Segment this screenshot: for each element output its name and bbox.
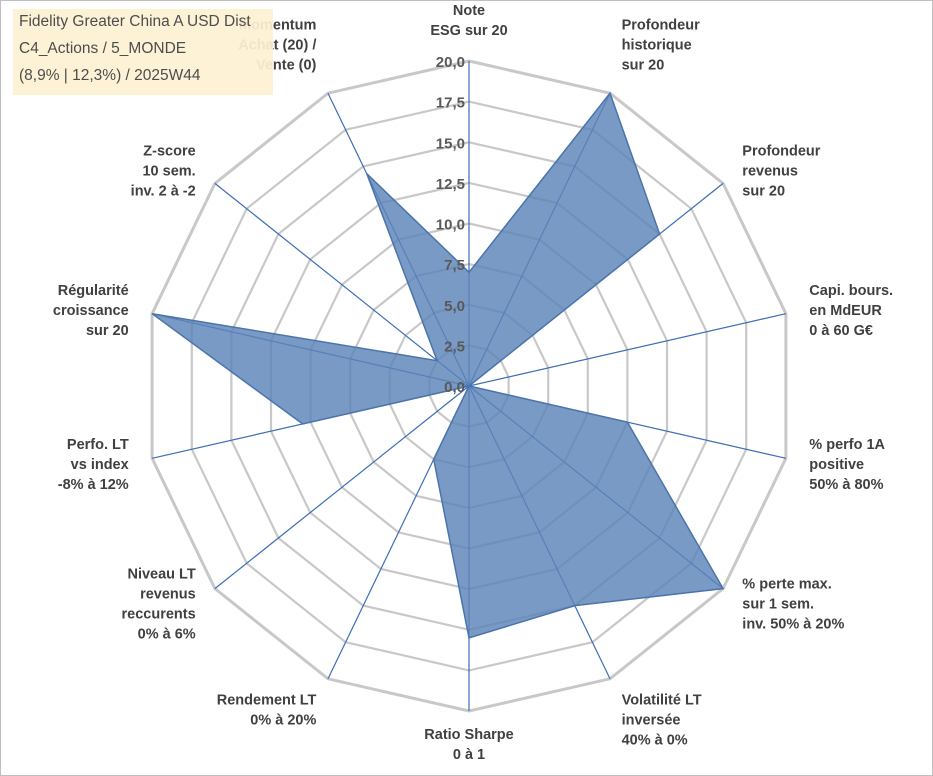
axis-label-line: sur 20 — [622, 57, 665, 73]
axis-label-5: % perte max. sur 1 sem. inv. 50% à 20% — [742, 576, 844, 632]
axis-label-line: Ratio Sharpe — [424, 727, 513, 743]
axis-label-line: 0% à 6% — [138, 626, 196, 642]
tick-label-4: 10,0 — [436, 217, 465, 234]
axis-label-line: 0 à 60 G€ — [809, 323, 873, 339]
axis-label-line: 0 à 1 — [453, 747, 485, 763]
axis-label-line: sur 20 — [742, 184, 785, 200]
axis-label-line: inversée — [622, 713, 681, 729]
axis-label-7: Ratio Sharpe 0 à 1 — [424, 727, 513, 763]
spoke-3 — [468, 313, 787, 387]
axis-label-line: inv. 2 à -2 — [131, 184, 196, 200]
axis-label-line: % perte max. — [742, 576, 831, 592]
axis-label-line: Perfo. LT — [67, 437, 129, 453]
axis-label-9: Niveau LT revenus reccurents 0% à 6% — [122, 566, 196, 642]
axis-label-6: Volatilité LT inversée 40% à 0% — [622, 693, 702, 749]
axis-label-line: historique — [622, 37, 692, 53]
tick-label-8: 20,0 — [436, 54, 465, 71]
axis-label-11: Régularité croissance sur 20 — [53, 283, 129, 339]
axis-label-12: Z-score 10 sem. inv. 2 à -2 — [131, 144, 196, 200]
axis-label-0: Note ESG sur 20 — [430, 3, 507, 39]
spoke-12 — [214, 182, 470, 387]
axis-label-line: revenus — [742, 164, 798, 180]
axis-label-line: croissance — [53, 303, 129, 319]
axis-label-line: Volatilité LT — [622, 693, 702, 709]
series-area-0 — [151, 91, 725, 639]
axis-label-line: 40% à 0% — [622, 733, 688, 749]
tick-label-1: 2,5 — [444, 338, 465, 355]
axis-label-line: sur 1 sem. — [742, 596, 814, 612]
axis-label-line: Profondeur — [742, 144, 820, 160]
legend-category: C4_Actions / 5_MONDE — [19, 40, 187, 57]
axis-label-3: Capi. bours. en MdEUR 0 à 60 G€ — [809, 283, 893, 339]
axis-label-line: reccurents — [122, 606, 196, 622]
axis-label-line: 50% à 80% — [809, 477, 883, 493]
axis-label-line: Z-score — [143, 144, 195, 160]
axis-label-line: inv. 50% à 20% — [742, 616, 844, 632]
tick-label-2: 5,0 — [444, 298, 465, 315]
tick-label-0: 0,0 — [444, 379, 465, 396]
legend-fund-name: Fidelity Greater China A USD Dist — [19, 13, 251, 30]
axis-label-line: en MdEUR — [809, 303, 882, 319]
axis-label-line: Rendement LT — [217, 693, 317, 709]
axis-label-line: Niveau LT — [127, 566, 195, 582]
spoke-9 — [214, 385, 470, 590]
axis-label-1: Profondeur historique sur 20 — [622, 17, 700, 73]
tick-label-5: 12,5 — [436, 176, 465, 193]
axis-label-line: revenus — [140, 586, 196, 602]
axis-label-8: Rendement LT 0% à 20% — [217, 693, 317, 729]
axis-label-line: Capi. bours. — [809, 283, 893, 299]
axis-label-line: % perfo 1A — [809, 437, 885, 453]
legend-box — [13, 9, 273, 95]
axis-label-line: vs index — [71, 457, 129, 473]
axis-label-line: -8% à 12% — [58, 477, 129, 493]
tick-label-6: 15,0 — [436, 135, 465, 152]
axis-label-10: Perfo. LT vs index -8% à 12% — [58, 437, 129, 493]
axis-label-2: Profondeur revenus sur 20 — [742, 144, 820, 200]
axis-label-line: 0% à 20% — [250, 713, 316, 729]
tick-label-3: 7,5 — [444, 257, 465, 274]
axis-label-line: Régularité — [58, 283, 129, 299]
axis-label-4: % perfo 1A positive 50% à 80% — [809, 437, 885, 493]
radar-tick-labels: 0,0 2,5 5,0 7,5 10,0 12,5 15,0 17,5 20,0 — [436, 54, 465, 396]
axis-label-line: sur 20 — [86, 323, 129, 339]
axis-label-line: ESG sur 20 — [430, 23, 507, 39]
axis-label-line: Note — [453, 3, 485, 19]
radar-series — [151, 91, 725, 639]
axis-label-line: 10 sem. — [142, 164, 195, 180]
axis-label-line: positive — [809, 457, 864, 473]
axis-label-line: Profondeur — [622, 17, 700, 33]
tick-label-7: 17,5 — [436, 95, 465, 112]
legend-period: (8,9% | 12,3%) / 2025W44 — [19, 67, 201, 84]
